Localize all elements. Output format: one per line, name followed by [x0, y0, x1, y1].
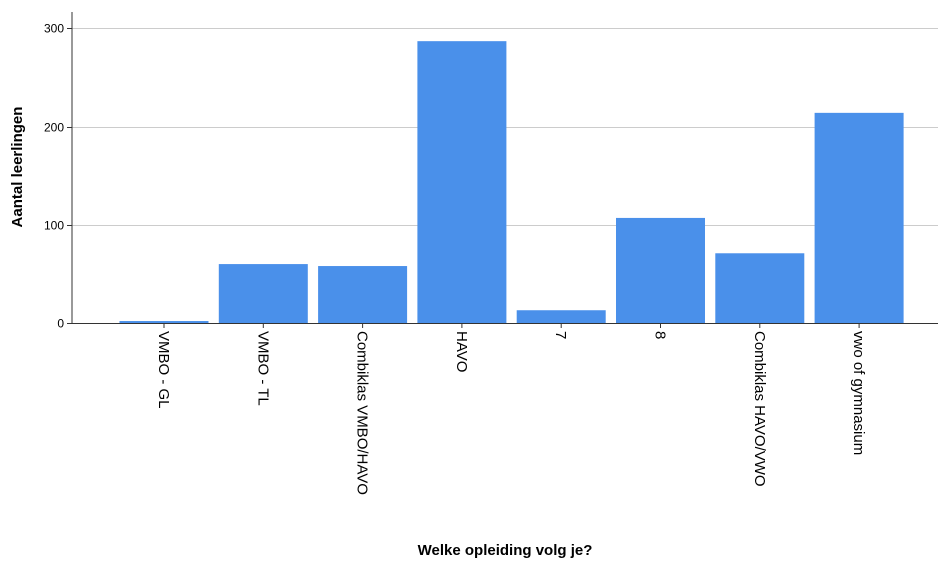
y-tick-label: 100 [44, 219, 64, 233]
bar-1 [218, 264, 308, 323]
bar-5 [616, 217, 705, 323]
x-tick-label: VMBO - TL [254, 331, 271, 406]
y-axis-title: Aantal leerlingen [9, 107, 26, 228]
y-tick-labels: 0 100 200 300 [44, 22, 72, 331]
bar-6 [715, 253, 805, 323]
y-tick-label: 200 [44, 121, 64, 135]
bar-4 [516, 310, 606, 323]
bar-2 [318, 266, 408, 323]
x-tick-label: Combiklas VMBO/HAVO [354, 331, 371, 495]
bar-0 [119, 321, 209, 323]
x-tick-label: VMBO - GL [155, 331, 172, 409]
y-tick-label: 0 [57, 317, 64, 331]
y-tick-label: 300 [44, 22, 64, 36]
x-axis-title: Welke opleiding volg je? [418, 542, 593, 559]
x-tick-label: Combiklas HAVO/VWO [751, 331, 768, 487]
x-tick-label: 7 [552, 331, 569, 339]
x-tick-labels: VMBO - GL VMBO - TL Combiklas VMBO/HAVO HAV… [155, 323, 867, 495]
x-tick-label: vwo of gymnasium [850, 331, 867, 455]
bar-3 [417, 41, 507, 323]
x-tick-label: HAVO [453, 331, 470, 372]
bar-7 [814, 112, 904, 324]
x-tick-label: 8 [652, 331, 669, 339]
bars [119, 41, 904, 324]
